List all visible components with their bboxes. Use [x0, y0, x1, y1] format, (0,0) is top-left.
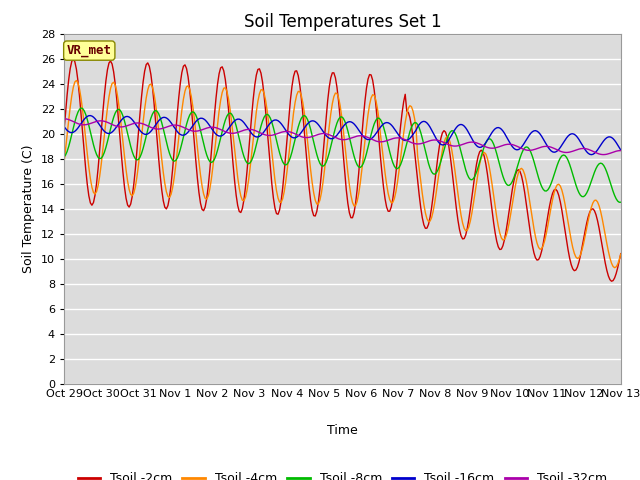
Text: VR_met: VR_met [67, 44, 112, 57]
Title: Soil Temperatures Set 1: Soil Temperatures Set 1 [244, 12, 441, 31]
X-axis label: Time: Time [327, 424, 358, 437]
Legend: Tsoil -2cm, Tsoil -4cm, Tsoil -8cm, Tsoil -16cm, Tsoil -32cm: Tsoil -2cm, Tsoil -4cm, Tsoil -8cm, Tsoi… [72, 467, 612, 480]
Y-axis label: Soil Temperature (C): Soil Temperature (C) [22, 144, 35, 273]
